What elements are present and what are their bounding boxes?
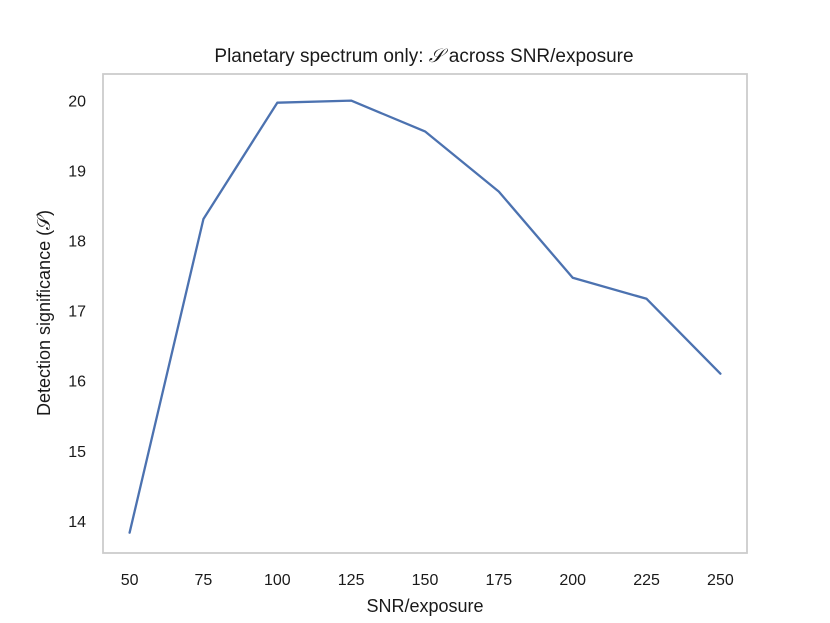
x-axis-label: SNR/exposure xyxy=(366,596,483,616)
y-tick-label: 18 xyxy=(68,234,86,251)
chart-title: Planetary spectrum only: 𝒮 across SNR/ex… xyxy=(214,45,633,67)
series-layer xyxy=(128,99,722,534)
y-axis-label: Detection significance (𝒮) xyxy=(34,210,54,416)
plot-frame xyxy=(102,73,748,554)
y-tick-label-layer: 14 15 16 17 18 19 20 xyxy=(68,94,86,531)
x-tick-label: 75 xyxy=(195,572,213,589)
x-tick-label: 200 xyxy=(559,572,586,589)
x-tick-label: 225 xyxy=(633,572,660,589)
x-tick-label: 125 xyxy=(338,572,365,589)
x-tick-label: 150 xyxy=(412,572,439,589)
x-tick-label-layer: 50 75 100 125 150 175 200 225 250 xyxy=(121,572,734,589)
x-tick-label: 175 xyxy=(486,572,513,589)
plot-frame-layer xyxy=(102,73,748,554)
y-tick-label: 17 xyxy=(68,304,86,321)
y-tick-label: 15 xyxy=(68,444,86,461)
series-line xyxy=(128,99,722,534)
x-tick-label: 250 xyxy=(707,572,734,589)
y-tick-label: 16 xyxy=(68,374,86,391)
x-tick-label: 100 xyxy=(264,572,291,589)
y-tick-label: 14 xyxy=(68,514,86,531)
y-tick-label: 19 xyxy=(68,164,86,181)
x-tick-label: 50 xyxy=(121,572,139,589)
y-tick-label: 20 xyxy=(68,94,86,111)
